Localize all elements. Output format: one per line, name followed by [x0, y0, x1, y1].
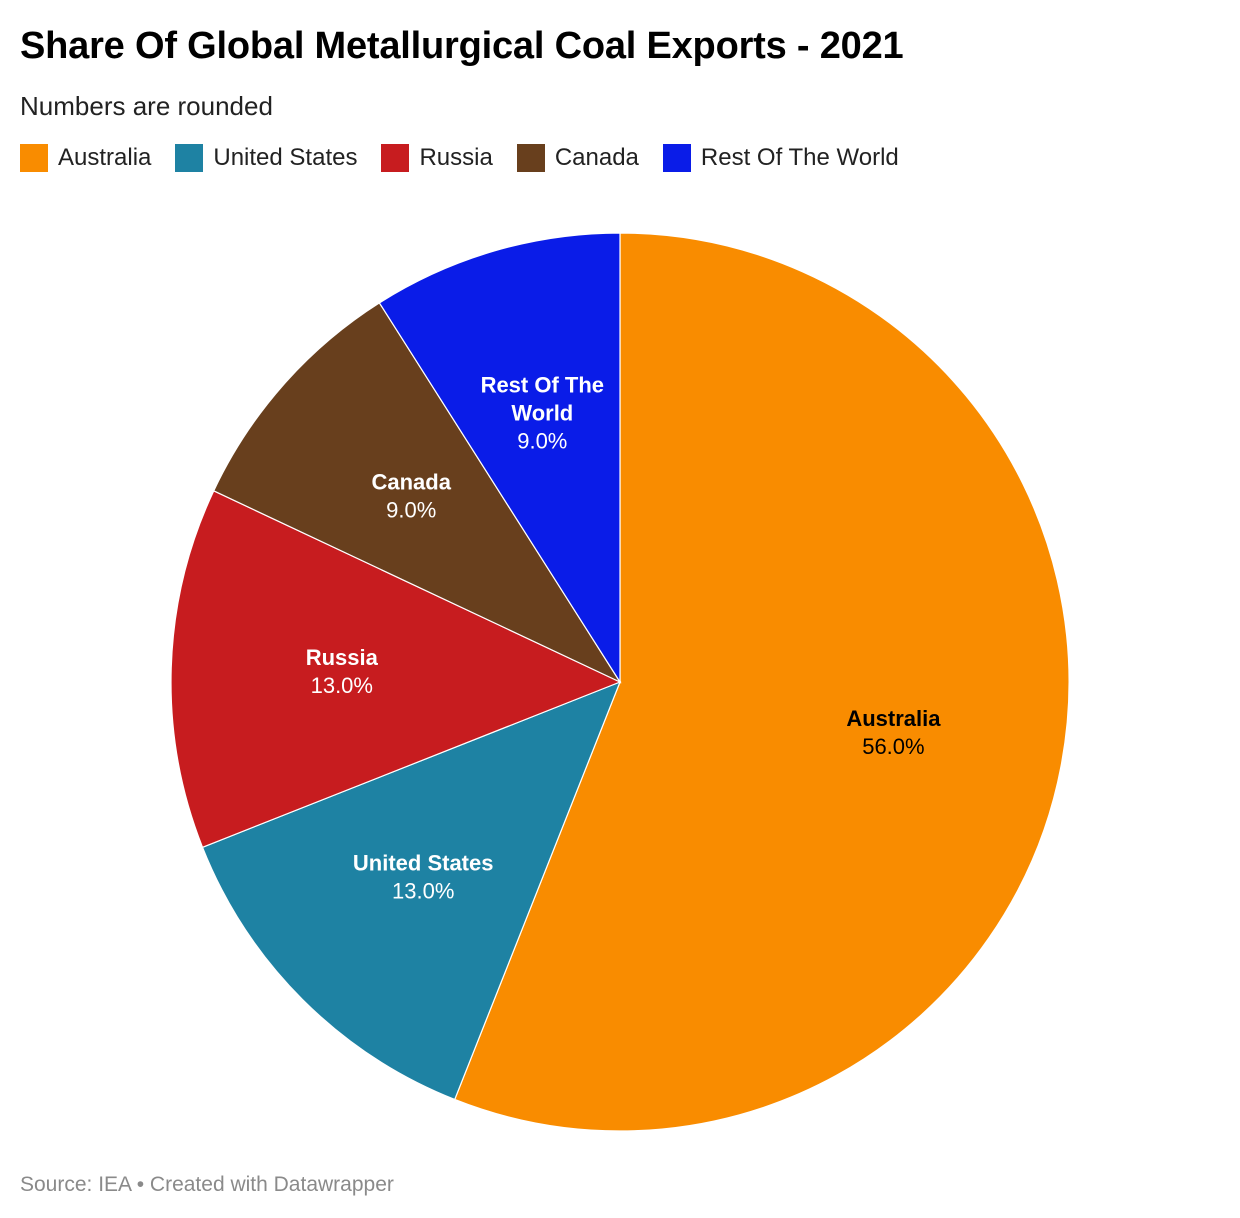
legend-swatch	[516, 144, 545, 172]
pie-labels: Australia 56.0% United States 13.0% Russia 13…	[306, 373, 942, 904]
pie-slices	[170, 232, 1070, 1132]
legend-label: Canada	[554, 144, 639, 171]
pie-slice-canada	[212, 302, 622, 684]
source-footer: Source: IEA • Created with Datawrapper	[20, 1173, 394, 1196]
legend-label: United States	[213, 144, 358, 171]
pie-label-rest-of-the-world: Rest Of The World 9.0%	[481, 373, 604, 454]
legend-swatch	[175, 144, 204, 172]
slice-label-name: Australia	[846, 706, 941, 731]
pie-slice-united-states	[201, 680, 622, 1101]
legend-item-rest-of-the-world: Rest Of The World	[662, 143, 899, 173]
pie-label-united-states: United States 13.0%	[353, 851, 494, 904]
chart-subtitle: Numbers are rounded	[20, 91, 273, 121]
slice-label-value: 56.0%	[862, 734, 924, 759]
legend-item-united-states: United States	[175, 143, 357, 173]
slice-label-value: 13.0%	[311, 673, 373, 698]
slice-label-name: World	[511, 401, 573, 426]
legend-label: Rest Of The World	[700, 144, 899, 171]
pie-label-canada: Canada 9.0%	[371, 470, 451, 523]
slice-label-name: Rest Of The	[481, 373, 604, 398]
legend-swatch	[381, 144, 410, 172]
slice-label-value: 9.0%	[517, 429, 567, 454]
pie-slice-russia	[170, 490, 622, 849]
legend-item-russia: Russia	[381, 143, 493, 173]
pie-label-australia: Australia 56.0%	[846, 706, 941, 759]
slice-label-name: Canada	[371, 470, 451, 495]
pie-slice-rest-of-the-world	[378, 232, 621, 685]
chart-legend: Australia United States Russia Canada Rest O…	[20, 143, 923, 173]
slice-label-name: United States	[353, 851, 494, 876]
legend-label: Russia	[419, 144, 493, 171]
legend-item-canada: Canada	[516, 143, 639, 173]
legend-label: Australia	[58, 144, 152, 171]
legend-item-australia: Australia	[20, 143, 151, 173]
legend-swatch	[20, 144, 48, 172]
pie-label-russia: Russia 13.0%	[306, 645, 379, 698]
slice-label-value: 13.0%	[392, 879, 454, 904]
chart-title: Share Of Global Metallurgical Coal Expor…	[20, 25, 904, 67]
slice-label-name: Russia	[306, 645, 379, 670]
slice-label-value: 9.0%	[386, 498, 436, 523]
pie-slice-australia	[453, 232, 1070, 1132]
legend-swatch	[662, 144, 691, 172]
